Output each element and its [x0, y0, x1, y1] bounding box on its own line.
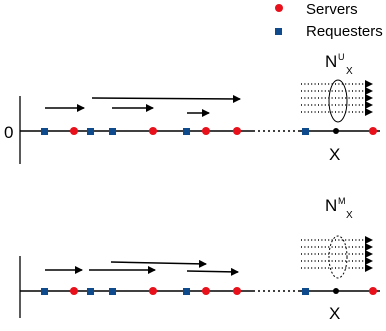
top-server: [202, 127, 210, 135]
bottom-flux-superscript: M: [338, 196, 346, 206]
top-flux-superscript: U: [338, 52, 345, 62]
top-requester: [109, 128, 116, 135]
top-arrow-2: [91, 94, 241, 103]
top-server: [369, 127, 377, 135]
bottom-server: [369, 287, 377, 295]
bottom-server: [149, 287, 157, 295]
top-point-x-marker: [333, 128, 339, 134]
legend-requester-marker: [275, 28, 282, 35]
legend-server-marker: [275, 4, 283, 12]
legend-requesters-label: Requesters: [306, 23, 383, 40]
top-requester: [41, 128, 48, 135]
top-server: [70, 127, 78, 135]
bottom-flux-ellipse: [328, 235, 348, 279]
legend-servers-label: Servers: [306, 1, 358, 18]
top-point-x-label: X: [329, 145, 340, 164]
bottom-flux-subscript: X: [346, 210, 353, 221]
legend: Servers Requesters: [275, 1, 383, 40]
top-server: [149, 127, 157, 135]
bottom-point-x-label: X: [329, 304, 340, 323]
bottom-requester: [302, 288, 309, 295]
bottom-flux-label: N: [325, 196, 337, 215]
bottom-server: [202, 287, 210, 295]
top-panel: 0 X N U X: [4, 52, 380, 164]
bottom-requester: [183, 288, 190, 295]
top-flux-label: N: [325, 52, 337, 71]
top-requester: [302, 128, 309, 135]
bottom-arrow-3: [110, 259, 207, 268]
top-server: [233, 127, 241, 135]
bottom-arrow-4: [186, 267, 239, 276]
bottom-server: [233, 287, 241, 295]
top-requester: [87, 128, 94, 135]
bottom-panel: X N M X: [19, 196, 380, 323]
bottom-requester: [109, 288, 116, 295]
bottom-requester: [41, 288, 48, 295]
top-flux-ellipse: [328, 79, 348, 123]
bottom-requester: [87, 288, 94, 295]
top-flux-subscript: X: [346, 66, 353, 77]
top-requester: [183, 128, 190, 135]
top-origin-label: 0: [4, 123, 13, 142]
bottom-point-x-marker: [333, 288, 339, 294]
bottom-server: [70, 287, 78, 295]
